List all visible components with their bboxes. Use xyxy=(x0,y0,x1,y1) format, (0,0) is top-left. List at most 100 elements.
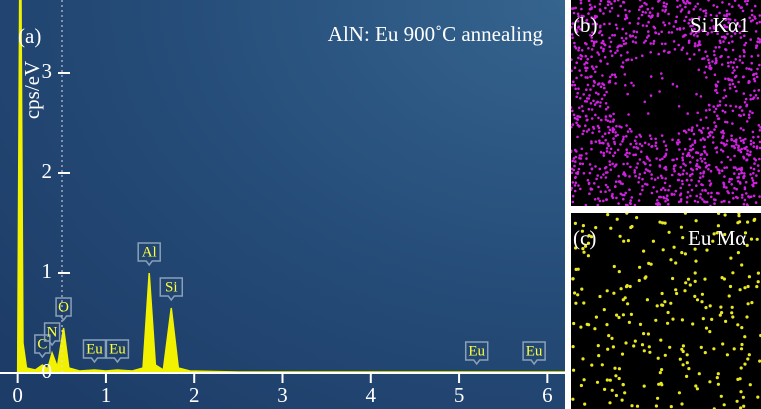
map-dot xyxy=(656,14,660,18)
map-dot xyxy=(619,143,622,146)
map-dot xyxy=(665,148,668,151)
map-dot xyxy=(739,114,742,118)
map-dot xyxy=(727,17,730,21)
map-dot xyxy=(606,213,610,217)
map-dot xyxy=(743,335,747,339)
map-dot xyxy=(583,41,587,45)
map-dot xyxy=(624,32,628,35)
map-dot xyxy=(645,155,649,159)
map-dot xyxy=(650,177,653,180)
map-dot xyxy=(668,184,672,188)
map-dot xyxy=(654,318,658,322)
map-dot xyxy=(704,14,707,18)
map-dot xyxy=(698,128,701,132)
map-dot xyxy=(590,117,594,120)
map-dot xyxy=(572,80,575,84)
map-dot xyxy=(588,171,592,175)
map-dot xyxy=(613,151,617,154)
map-dot xyxy=(597,185,600,189)
map-dot xyxy=(713,110,716,114)
map-dot xyxy=(689,173,692,177)
map-dot xyxy=(677,105,681,108)
map-dot xyxy=(658,158,662,162)
map-dot xyxy=(626,58,630,61)
map-dot xyxy=(674,261,678,265)
map-dot xyxy=(643,171,647,175)
map-dot xyxy=(625,151,629,154)
map-dot xyxy=(706,55,709,58)
map-dot xyxy=(637,176,641,179)
map-dot xyxy=(723,166,726,170)
map-dot xyxy=(604,102,608,105)
map-dot xyxy=(579,325,583,329)
map-dot xyxy=(628,175,631,178)
map-dot xyxy=(720,141,723,144)
map-dot xyxy=(608,378,612,382)
map-dot xyxy=(703,277,707,281)
map-dot xyxy=(631,34,635,38)
map-dot xyxy=(744,97,748,101)
map-dot xyxy=(690,128,694,132)
map-dot xyxy=(675,291,679,296)
map-dot xyxy=(756,271,761,275)
map-dot xyxy=(577,125,581,128)
map-dot xyxy=(719,394,723,398)
map-dot xyxy=(723,175,726,178)
map-dot xyxy=(617,315,621,320)
map-dot xyxy=(604,190,607,193)
map-dot xyxy=(715,191,719,195)
map-dot xyxy=(708,179,711,183)
map-dot xyxy=(709,195,713,199)
map-dot xyxy=(724,18,728,22)
map-dot xyxy=(693,271,697,275)
map-dot xyxy=(649,163,652,167)
map-dot xyxy=(608,45,611,48)
map-dot xyxy=(574,301,578,305)
map-dot xyxy=(690,17,694,21)
map-dot xyxy=(642,349,646,353)
map-dot xyxy=(752,181,756,185)
map-dot xyxy=(605,150,609,153)
map-dot xyxy=(642,41,646,44)
map-panel-label: (c) xyxy=(573,226,596,250)
map-dot xyxy=(746,204,749,206)
map-dot xyxy=(734,166,737,169)
map-dot xyxy=(608,36,611,40)
map-dot xyxy=(585,157,588,160)
map-dot xyxy=(647,345,651,349)
map-dot xyxy=(579,28,582,31)
map-dot xyxy=(640,150,643,153)
map-dot xyxy=(634,56,638,60)
map-dot xyxy=(721,136,724,140)
map-dot xyxy=(695,124,699,127)
map-dot xyxy=(673,48,677,51)
map-dot xyxy=(639,192,642,196)
y-tick-label: 1 xyxy=(42,259,53,283)
map-dot xyxy=(757,169,760,173)
map-dot xyxy=(591,131,594,135)
map-dot xyxy=(678,357,682,361)
map-dot xyxy=(600,33,604,37)
map-dot xyxy=(714,89,717,92)
map-dot xyxy=(605,147,609,150)
map-dot xyxy=(681,182,684,186)
map-dot xyxy=(598,31,601,35)
map-dot xyxy=(720,276,724,280)
map-dot xyxy=(599,85,603,88)
map-dot xyxy=(758,63,761,67)
map-dot xyxy=(688,183,691,187)
map-dot xyxy=(571,109,574,113)
map-dot xyxy=(612,137,615,140)
map-dot xyxy=(611,130,615,133)
map-dot xyxy=(739,36,743,39)
map-dot xyxy=(711,60,714,63)
map-dot xyxy=(579,57,583,61)
map-dot xyxy=(722,142,725,145)
map-dot xyxy=(714,107,718,111)
map-dot xyxy=(749,19,753,23)
map-dot xyxy=(632,30,636,33)
map-dot xyxy=(633,171,636,174)
map-dot xyxy=(718,100,722,103)
map-dot xyxy=(681,349,685,354)
map-dot xyxy=(717,117,720,120)
